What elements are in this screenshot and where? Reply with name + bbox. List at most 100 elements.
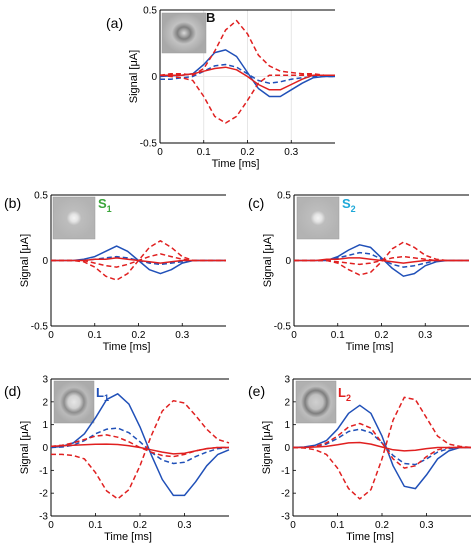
inset-label: S2: [342, 196, 356, 214]
y-tick-label: -1: [281, 466, 290, 477]
inset-label-main: S: [98, 196, 107, 211]
inset-label-main: S: [342, 196, 351, 211]
series-line-2: [294, 251, 469, 268]
x-tick-label: 0.1: [331, 520, 345, 531]
x-tick-label: 0.3: [418, 330, 432, 341]
y-tick-label: -0.5: [274, 322, 292, 333]
x-tick-label: 0: [157, 147, 163, 158]
x-tick-label: 0.1: [331, 330, 345, 341]
series-line-4: [51, 399, 230, 500]
y-axis-label: Signal [μA]: [128, 50, 140, 103]
y-tick-label: -2: [281, 489, 290, 500]
inset-label: S1: [98, 196, 112, 214]
y-tick-label: 0: [42, 256, 48, 267]
y-axis-label: Signal [μA]: [19, 234, 31, 287]
x-tick-label: 0.2: [132, 330, 146, 341]
series-line-1: [292, 404, 471, 490]
inset-label-subscript: 1: [104, 393, 109, 403]
x-tick-label: 0: [48, 330, 54, 341]
inset-label-subscript: 2: [351, 204, 356, 214]
inset-image: [295, 380, 337, 424]
y-tick-label: 0: [151, 72, 157, 83]
x-tick-label: 0.2: [375, 520, 389, 531]
y-tick-label: 0.5: [143, 6, 157, 17]
panel-label: (c): [248, 195, 264, 211]
inset-label-main: L: [338, 385, 346, 400]
y-tick-label: 3: [42, 375, 48, 386]
x-tick-label: 0.2: [241, 147, 255, 158]
series-line-5: [50, 434, 229, 458]
series-line-1: [294, 244, 469, 277]
series-line-5: [293, 422, 471, 469]
series-line-5: [159, 74, 335, 124]
y-tick-label: 3: [284, 375, 290, 386]
y-axis-label: Signal [μA]: [261, 421, 273, 474]
series-line-5: [294, 255, 469, 266]
y-tick-label: 0: [285, 256, 291, 267]
x-axis-label: Time [ms]: [346, 341, 394, 353]
inset-label-main: L: [96, 385, 104, 400]
x-tick-label: 0.3: [420, 520, 434, 531]
panel-e: 0 0.1 0.2 0.3 -3 -2 -1 0 1 2 3 Time [ms] Signal [μA]…: [248, 375, 472, 543]
series-line-3: [160, 66, 335, 91]
x-axis-label: Time [ms]: [346, 531, 394, 543]
y-tick-label: 0: [42, 443, 48, 454]
series-line-1: [50, 393, 230, 497]
y-tick-label: -0.5: [31, 322, 49, 333]
inset-label: B: [206, 10, 215, 25]
series-line-2: [50, 427, 230, 465]
x-tick-label: 0: [290, 520, 296, 531]
inset-image: [296, 196, 340, 240]
x-tick-label: 0: [291, 330, 297, 341]
series-line-4: [159, 19, 335, 76]
y-tick-label: 2: [42, 397, 48, 408]
y-tick-label: -2: [39, 489, 48, 500]
panel-label: (d): [4, 383, 21, 399]
inset-label-main: B: [206, 10, 215, 25]
y-tick-label: -3: [39, 512, 48, 523]
series-line-3: [50, 443, 229, 455]
series-line-4: [292, 396, 472, 500]
inset-label: L1: [96, 385, 109, 403]
x-axis-label: Time [ms]: [103, 341, 151, 353]
x-tick-label: 0.3: [284, 147, 298, 158]
y-axis-label: Signal [μA]: [262, 234, 274, 287]
y-tick-label: -1: [39, 466, 48, 477]
y-tick-label: -0.5: [140, 139, 158, 150]
panel-d: 0 0.1 0.2 0.3 -3 -2 -1 0 1 2 3 Time [ms] Signal [μA]…: [4, 375, 230, 543]
panel-label: (e): [248, 383, 265, 399]
inset-label: L2: [338, 385, 351, 403]
y-tick-label: 1: [284, 420, 290, 431]
y-tick-label: 1: [42, 420, 48, 431]
inset-image: [53, 380, 95, 424]
x-tick-label: 0.3: [178, 520, 192, 531]
x-axis-label: Time [ms]: [104, 531, 152, 543]
panel-label: (a): [106, 15, 123, 31]
x-axis-label: Time [ms]: [212, 158, 260, 170]
inset-image: [52, 196, 96, 240]
inset-label-subscript: 1: [107, 204, 112, 214]
x-tick-label: 0: [48, 520, 54, 531]
y-tick-label: -3: [281, 512, 290, 523]
y-tick-label: 2: [284, 397, 290, 408]
series-line-5: [51, 253, 226, 268]
y-tick-label: 0: [284, 443, 290, 454]
x-tick-label: 0.1: [89, 520, 103, 531]
x-tick-label: 0.1: [88, 330, 102, 341]
panel-label: (b): [4, 195, 21, 211]
y-tick-label: 0.5: [34, 191, 48, 202]
y-tick-label: 0.5: [277, 191, 291, 202]
inset-label-subscript: 2: [346, 393, 351, 403]
series-line-2: [293, 428, 471, 466]
x-tick-label: 0.1: [197, 147, 211, 158]
x-tick-label: 0.3: [175, 330, 189, 341]
series-line-3: [293, 441, 471, 452]
y-axis-label: Signal [μA]: [19, 421, 31, 474]
x-tick-label: 0.2: [133, 520, 147, 531]
x-tick-label: 0.2: [375, 330, 389, 341]
inset-image: [161, 12, 207, 54]
